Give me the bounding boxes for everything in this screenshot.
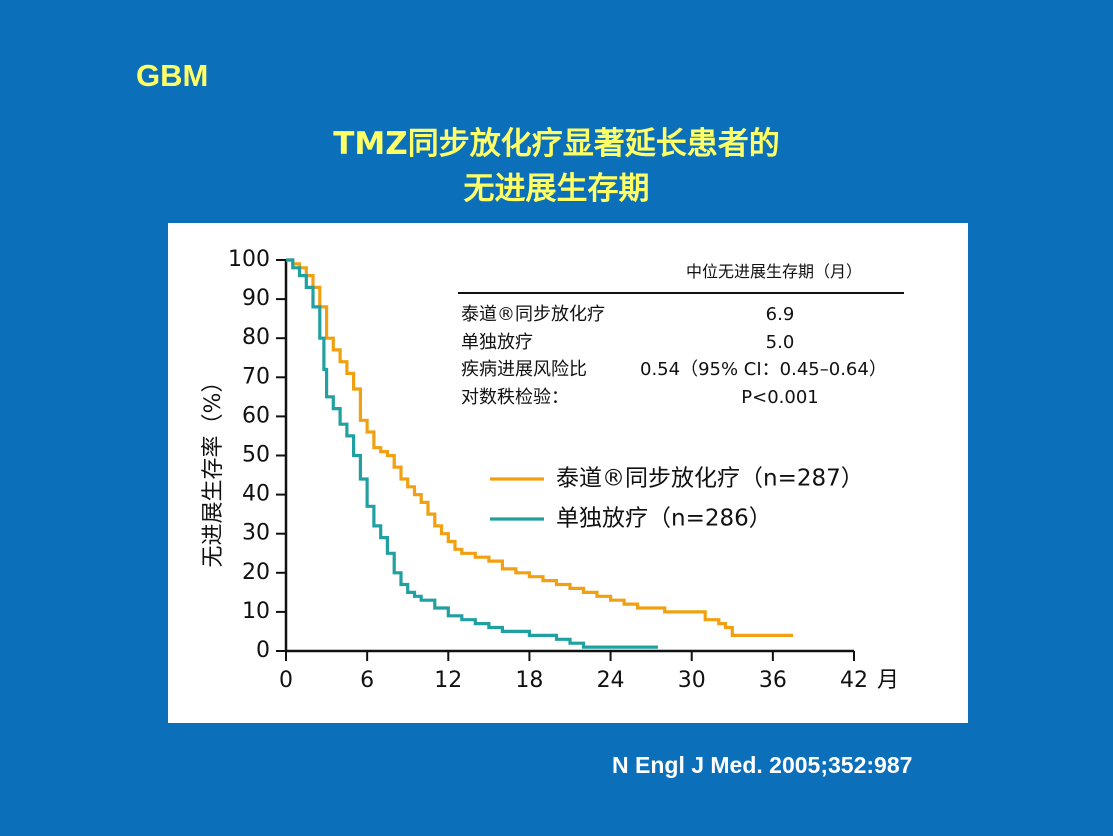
series-line-rt-alone	[286, 258, 658, 649]
y-tick-label: 10	[242, 599, 270, 624]
legend-label: 单独放疗（n=286）	[556, 506, 772, 532]
y-tick-label: 20	[242, 560, 270, 585]
stats-row-label: 泰道®同步放化疗	[461, 304, 605, 325]
slide-title: TMZ同步放化疗显著延长患者的 无进展生存期	[0, 122, 1113, 212]
y-tick-label: 40	[242, 482, 270, 507]
citation: N Engl J Med. 2005;352:987	[612, 752, 913, 778]
x-tick-label: 36	[759, 668, 787, 693]
chart-panel: 无进展生存率（%） 0 10 20 30 40 50 60 70 80 90 100 0 6 12 18 24…	[168, 223, 968, 723]
survival-chart: 无进展生存率（%） 0 10 20 30 40 50 60 70 80 90 100 0 6 12 18 24…	[201, 247, 904, 693]
x-tick-label: 18	[515, 668, 543, 693]
series-layer	[286, 258, 794, 649]
legend-label: 泰道®同步放化疗（n=287）	[556, 466, 864, 492]
x-tick-label: 42	[840, 668, 868, 693]
x-axis-label: 月	[877, 668, 899, 693]
y-axis-label-text: 无进展生存率（%）	[201, 371, 226, 568]
x-tick-label: 0	[279, 668, 293, 693]
slide-tag: GBM	[136, 58, 209, 93]
axes: 0 10 20 30 40 50 60 70 80 90 100 0 6 12 18 24 30 36 42 月	[228, 247, 899, 693]
stats-table: 中位无进展生存期（月） 泰道®同步放化疗 6.9 单独放疗 5.0 疾病进展风险比 0.54…	[458, 262, 904, 408]
y-tick-label: 80	[242, 325, 270, 350]
stats-row-label: 对数秩检验：	[461, 387, 569, 408]
stats-row-value: 0.54（95% CI：0.45–0.64）	[640, 359, 887, 380]
stats-row-label: 单独放疗	[461, 332, 533, 353]
y-tick-label: 50	[242, 443, 270, 468]
slide-title-line2: 无进展生存期	[463, 171, 650, 207]
x-tick-label: 12	[434, 668, 462, 693]
y-tick-label: 0	[256, 638, 270, 663]
stats-row-value: 5.0	[766, 332, 795, 353]
legend: 泰道®同步放化疗（n=287） 单独放疗（n=286）	[490, 466, 864, 532]
stats-header: 中位无进展生存期（月）	[686, 262, 862, 281]
x-tick-label: 24	[597, 668, 625, 693]
series-line-tmz-rt	[286, 258, 794, 637]
y-tick-label: 60	[242, 403, 270, 428]
stats-row-label: 疾病进展风险比	[461, 359, 587, 380]
stats-row-value: P<0.001	[741, 387, 818, 408]
y-axis-label: 无进展生存率（%）	[201, 371, 226, 568]
slide-title-line1: TMZ同步放化疗显著延长患者的	[333, 126, 780, 162]
y-tick-label: 90	[242, 286, 270, 311]
stats-row-value: 6.9	[766, 304, 795, 325]
x-tick-label: 6	[360, 668, 374, 693]
x-tick-label: 30	[678, 668, 706, 693]
y-tick-label: 30	[242, 521, 270, 546]
y-tick-label: 100	[228, 247, 270, 272]
y-tick-label: 70	[242, 364, 270, 389]
